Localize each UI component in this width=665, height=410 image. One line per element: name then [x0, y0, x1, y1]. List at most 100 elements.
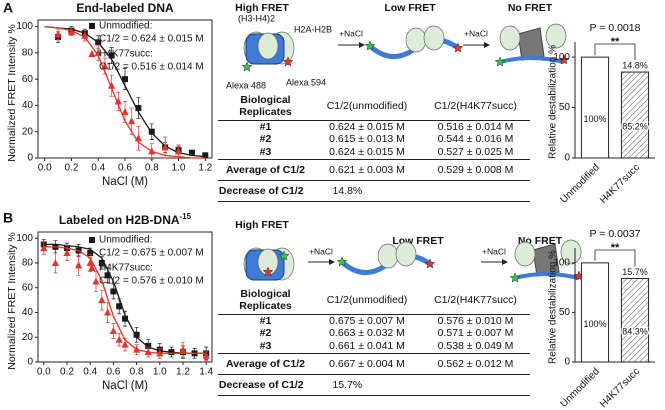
- legend-label: H4K77succ:: [99, 49, 153, 60]
- data-point: [108, 52, 115, 59]
- table-cell: 15.7%: [332, 379, 363, 391]
- legend-marker: [88, 264, 96, 271]
- data-point: [156, 349, 164, 357]
- histone: [395, 241, 417, 267]
- y-axis-label: Relative destabilization %: [548, 250, 559, 364]
- schematic-label: +NaCl: [464, 28, 488, 38]
- legend-label: Unmodified:: [99, 235, 152, 246]
- schematic-label: High FRET: [235, 219, 289, 231]
- table-cell: #3: [259, 340, 272, 352]
- data-point: [133, 331, 140, 338]
- table-row: Decrease of C1/2 15.7%: [218, 375, 530, 396]
- plot-frame: [37, 231, 213, 363]
- data-point: [98, 296, 106, 304]
- y-tick-label: 40: [22, 100, 34, 111]
- table-row: Biological Replicates C1/2(unmodified) C1/…: [218, 286, 530, 315]
- histone: [377, 243, 399, 269]
- data-point: [63, 249, 71, 257]
- chart-title: Labeled on H2B-DNA-15: [59, 212, 192, 227]
- data-point: [115, 335, 123, 343]
- histone: [514, 241, 536, 267]
- panel-label: B: [3, 210, 13, 226]
- table-row: #3 0.661 ± 0.041 M 0.538 ± 0.049 M: [218, 339, 530, 354]
- y-tick-label: 0: [27, 357, 33, 368]
- data-point: [144, 348, 152, 356]
- table-cell: Biological Replicates: [239, 94, 292, 118]
- x-tick-label: Unmodified: [558, 162, 602, 206]
- bar: [620, 71, 650, 159]
- schematic-label: No FRET: [508, 2, 553, 14]
- data-point: [135, 105, 142, 112]
- data-point: [81, 31, 89, 39]
- x-tick-label: 1.2: [198, 163, 212, 174]
- x-tick-label: 0.0: [38, 163, 52, 174]
- table-cell: #2: [259, 327, 272, 339]
- y-tick-label: 60: [22, 74, 34, 85]
- table-cell: #3: [259, 146, 272, 158]
- fit-curve: [44, 25, 206, 159]
- data-point: [114, 97, 122, 105]
- histone: [405, 27, 427, 53]
- y-tick-label: 60: [22, 282, 34, 293]
- x-tick-label: 0.8: [145, 163, 159, 174]
- data-point: [109, 327, 117, 335]
- schematic-label: Alexa 594: [286, 77, 326, 87]
- x-tick-label: H4K77succ: [598, 162, 642, 206]
- schematic-label: Low FRET: [384, 2, 436, 14]
- fluorophore: [262, 266, 274, 277]
- significance-bracket: [594, 43, 636, 61]
- data-point: [122, 76, 128, 83]
- x-tick-label: 1.4: [199, 367, 213, 378]
- table-cell: Average of C1/2: [226, 164, 305, 176]
- table-cell: 0.529 ± 0.008 M: [437, 164, 514, 176]
- data-point: [202, 152, 209, 159]
- table-row: Biological Replicates C1/2(unmodified) C1/…: [218, 92, 530, 121]
- schematic-label: High FRET: [235, 2, 289, 14]
- table-cell: 0.661 ± 0.041 M: [329, 340, 405, 352]
- table-row: Average of C1/2 0.667 ± 0.004 M 0.562 ± 0.…: [218, 354, 530, 375]
- data-point: [92, 277, 100, 285]
- data-point: [40, 244, 48, 252]
- x-tick-label: 1.0: [172, 163, 186, 174]
- bar-value-label: 100%: [583, 319, 606, 329]
- data-point: [148, 147, 156, 155]
- table-cell: #1: [259, 121, 272, 133]
- data-point: [104, 272, 111, 279]
- significance-stars: **: [611, 242, 620, 254]
- legend-label: Unmodified:: [99, 21, 152, 32]
- chart-title-text: Labeled on H2B-DNA: [59, 213, 180, 227]
- histone: [560, 239, 582, 265]
- decrease-label: 14.8%: [622, 60, 648, 70]
- schematic-label: (H3-H4)2: [238, 13, 275, 23]
- bar-value-label: 84.3%: [622, 327, 648, 337]
- fluorophore: [424, 258, 436, 269]
- table-cell: 0.667 ± 0.004 M: [329, 358, 405, 370]
- histone: [423, 25, 445, 51]
- table-cell: 0.538 ± 0.049 M: [437, 340, 514, 352]
- chart-title-text: End-labeled DNA: [76, 1, 174, 15]
- legend-marker: [88, 50, 96, 57]
- table-cell: Biological Replicates: [239, 288, 292, 312]
- table-row: #2 0.615 ± 0.013 M 0.544 ± 0.016 M: [218, 133, 530, 145]
- table-cell: 0.624 ± 0.015 M: [329, 146, 405, 158]
- table-cell: #2: [259, 133, 272, 145]
- table-cell: C1/2(H4K77succ): [434, 100, 517, 112]
- legend-label: H4K77succ:: [99, 263, 153, 274]
- table-cell: C1/2(unmodified): [326, 100, 408, 112]
- x-tick-label: H4K77succ: [598, 366, 642, 410]
- y-tick-label: 100: [16, 21, 33, 32]
- chart-title: End-labeled DNA: [76, 1, 174, 15]
- x-tick-label: 1.0: [153, 367, 167, 378]
- schematic-label: H2A-H2B: [294, 24, 332, 34]
- data-point: [87, 250, 94, 257]
- table-cell: 0.624 ± 0.015 M: [329, 121, 405, 133]
- schematic-label: Alexa 488: [226, 80, 266, 90]
- data-point: [145, 342, 152, 349]
- y-tick-label: 100: [553, 52, 570, 63]
- schematic-label: +NaCl: [482, 246, 506, 256]
- table-cell: 0.571 ± 0.007 M: [437, 327, 514, 339]
- data-point: [75, 261, 83, 269]
- data-point: [128, 117, 136, 125]
